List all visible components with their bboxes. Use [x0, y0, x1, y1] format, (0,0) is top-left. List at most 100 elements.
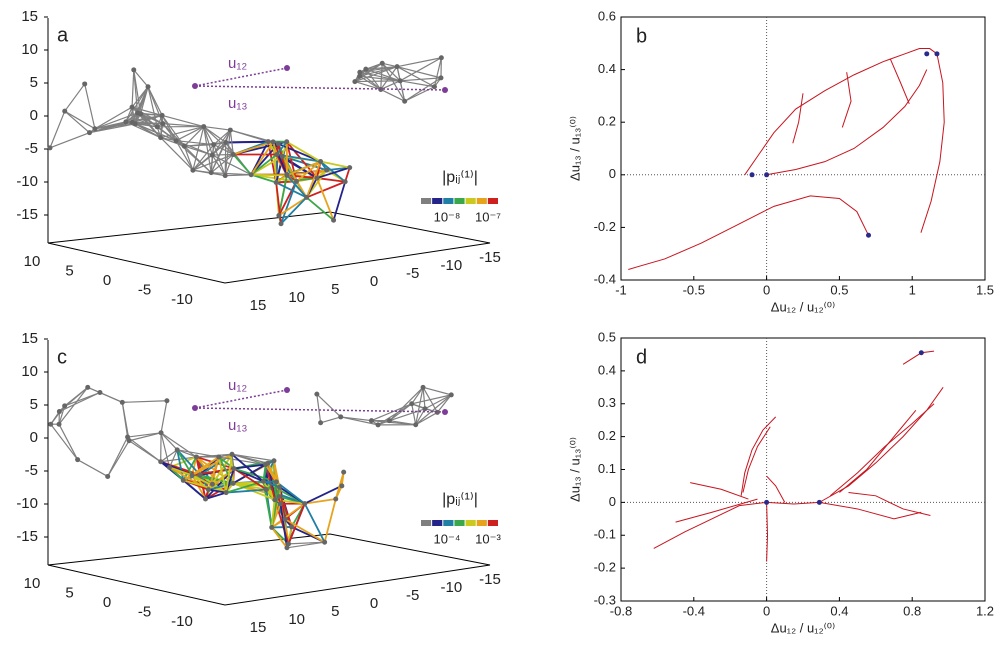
node	[314, 176, 319, 181]
colorbar-tick: 10⁻³	[475, 531, 501, 546]
y-tick-label: 10	[288, 289, 305, 306]
node	[123, 119, 128, 124]
node	[276, 213, 281, 218]
edge	[355, 81, 400, 82]
edge	[65, 111, 95, 129]
colorbar-swatch	[477, 520, 487, 526]
y-tick-label: 0	[370, 595, 378, 612]
node	[160, 113, 165, 118]
node	[201, 124, 206, 129]
y-tick-label: -10	[440, 257, 462, 274]
panel-label: c	[57, 346, 67, 368]
trajectory	[767, 502, 768, 561]
anchor-node	[192, 83, 198, 89]
node	[48, 145, 53, 150]
node	[395, 64, 400, 69]
node	[284, 545, 289, 550]
z-tick-label: 5	[30, 74, 38, 91]
y-tick-label: 0.6	[598, 8, 616, 23]
edge	[176, 127, 204, 141]
node	[133, 121, 138, 126]
node	[333, 497, 338, 502]
edge	[381, 63, 382, 89]
y-tick-label: -0.1	[594, 527, 616, 542]
z-tick-label: 0	[30, 107, 38, 124]
edge	[51, 424, 78, 459]
node	[276, 141, 281, 146]
node	[224, 490, 229, 495]
anchor-node	[192, 405, 198, 411]
y-tick-label: 15	[250, 297, 267, 314]
trajectory	[628, 196, 868, 270]
node	[57, 409, 62, 414]
node	[75, 457, 80, 462]
node	[146, 84, 151, 89]
colorbar-swatch	[432, 198, 442, 204]
node	[277, 494, 282, 499]
panel-label: b	[636, 25, 647, 47]
node	[181, 478, 186, 483]
node	[271, 139, 276, 144]
x-tick-label: -5	[138, 281, 151, 298]
trajectory	[745, 49, 937, 175]
x-tick-label: 0	[103, 594, 111, 611]
edge	[108, 441, 129, 477]
fixed-point	[750, 172, 755, 177]
annotation: u₁₂	[228, 55, 247, 72]
node	[274, 180, 279, 185]
edge	[161, 401, 167, 433]
node	[314, 392, 319, 397]
edge	[325, 499, 336, 542]
colorbar-title: |pᵢⱼ⁽¹⁾|	[442, 491, 478, 508]
node	[402, 99, 407, 104]
x-tick-label: -10	[171, 291, 193, 308]
node	[283, 517, 288, 522]
y-axis-label: Δu₁₃ / u₁₃⁽⁰⁾	[567, 116, 582, 181]
node	[159, 430, 164, 435]
node	[182, 144, 187, 149]
fixed-point	[817, 500, 822, 505]
edge	[50, 133, 90, 148]
y-tick-label: 15	[250, 619, 267, 636]
panel-label: a	[57, 24, 69, 46]
node	[352, 79, 357, 84]
y-tick-label: 0	[609, 166, 616, 181]
node	[131, 67, 136, 72]
trajectory	[839, 410, 915, 492]
y-tick-label: 0.1	[598, 461, 616, 476]
edge	[251, 175, 287, 176]
x-tick-label: 10	[24, 575, 41, 592]
colorbar-swatch	[421, 198, 431, 204]
node	[449, 392, 454, 397]
node	[249, 172, 254, 177]
node	[343, 179, 348, 184]
node	[341, 470, 346, 475]
z-tick-label: 10	[21, 363, 38, 380]
y-tick-label: -15	[479, 571, 501, 588]
floor	[48, 212, 490, 283]
node	[261, 479, 266, 484]
colorbar-swatch	[454, 198, 464, 204]
node	[138, 111, 143, 116]
node	[338, 414, 343, 419]
colorbar-tick: 10⁻⁷	[475, 209, 501, 224]
node	[304, 195, 309, 200]
z-tick-label: 10	[21, 41, 38, 58]
node	[160, 121, 165, 126]
node	[105, 474, 110, 479]
trajectory	[849, 493, 931, 516]
fixed-point	[764, 172, 769, 177]
x-tick-label: 1	[909, 282, 916, 297]
y-tick-label: -0.4	[594, 271, 616, 286]
node	[294, 179, 299, 184]
y-tick-label: 0.4	[598, 362, 616, 377]
edge	[225, 175, 251, 176]
x-tick-label: -0.5	[683, 282, 705, 297]
edge	[132, 70, 134, 107]
trajectory	[903, 351, 934, 364]
edge	[317, 394, 341, 417]
node	[87, 130, 92, 135]
x-tick-label: -1	[615, 282, 627, 297]
y-tick-label: 0.2	[598, 428, 616, 443]
node	[198, 472, 203, 477]
